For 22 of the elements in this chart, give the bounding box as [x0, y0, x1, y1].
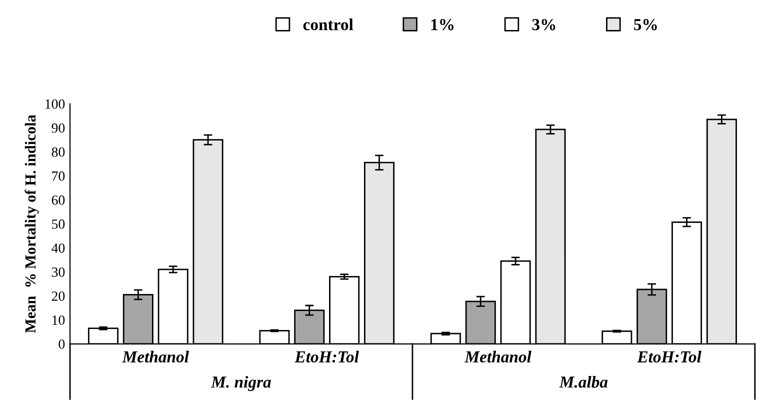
- legend-label: control: [303, 18, 354, 30]
- legend-label: 1%: [431, 19, 454, 30]
- x-tick-label: EtoH:Tol: [637, 350, 702, 363]
- legend-label: 5%: [634, 19, 657, 30]
- y-tick-label: 20: [52, 291, 65, 301]
- y-tick-label: 60: [52, 195, 65, 205]
- y-tick-label: 90: [52, 123, 65, 133]
- y-tick-label: 70: [52, 171, 65, 181]
- x-tick-label: Methanol: [464, 350, 532, 363]
- y-tick-label: 30: [52, 267, 65, 277]
- y-tick-label: 80: [52, 147, 65, 157]
- y-axis-title: Mean % Mortality of H. indicola: [24, 114, 39, 333]
- y-tick-label: 10: [52, 315, 65, 325]
- legend-label: 3%: [532, 19, 556, 30]
- text: M.alba: [559, 376, 608, 388]
- y-tick-label: 40: [52, 243, 65, 253]
- y-tick-label: 100: [46, 99, 65, 109]
- x-tick-label: Methanol: [122, 350, 189, 363]
- y-tick-label: 50: [52, 219, 65, 229]
- x-tick-label: EtoH:Tol: [294, 350, 359, 363]
- text: M. nigra: [210, 376, 271, 392]
- y-tick-label: 0: [58, 340, 65, 349]
